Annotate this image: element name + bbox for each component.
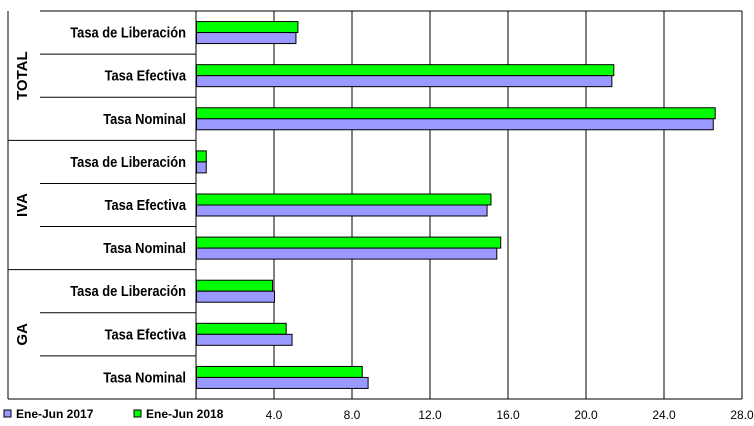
bar-2017	[196, 333, 293, 346]
bar-2018	[196, 107, 716, 120]
bar-2017	[196, 247, 498, 260]
bar-2017	[196, 290, 275, 303]
bar-2017	[196, 161, 207, 174]
category-label: Tasa de Liberación	[70, 282, 186, 299]
x-tick-label: 16.0	[496, 408, 520, 422]
x-tick-label: 8.0	[344, 408, 361, 422]
category-label: Tasa Nominal	[103, 369, 186, 386]
legend: Ene-Jun 2017 Ene-Jun 2018	[3, 407, 224, 421]
category-frame	[7, 10, 743, 400]
bar-2018	[196, 150, 207, 163]
category-label: Tasa de Liberación	[70, 24, 186, 41]
group-label: IVA	[14, 193, 31, 217]
bar-2018	[196, 279, 274, 292]
category-label: Tasa de Liberación	[70, 153, 186, 170]
bar-2017	[196, 376, 369, 389]
category-label: Tasa Efectiva	[105, 325, 187, 342]
x-tick-label: 12.0	[418, 408, 442, 422]
category-label: Tasa Nominal	[103, 110, 186, 127]
category-label: Tasa Nominal	[103, 239, 186, 256]
bar-2018	[196, 21, 299, 34]
legend-swatch	[3, 409, 12, 418]
bar-2017	[196, 32, 297, 45]
bar-2017	[196, 75, 613, 88]
bar-2017	[196, 118, 714, 131]
legend-label: Ene-Jun 2018	[146, 407, 224, 421]
group-label: TOTAL	[14, 51, 31, 100]
x-tick-label: 28.0	[730, 408, 754, 422]
bar-2018	[196, 322, 287, 335]
bar-2018	[196, 64, 615, 77]
bar-2017	[196, 204, 488, 217]
legend-swatch	[133, 409, 142, 418]
x-tick-label: 4.0	[266, 408, 283, 422]
x-axis-ticks: 4.0 8.0 12.0 16.0 20.0 24.0 28.0	[266, 408, 754, 422]
bar-2018	[196, 236, 502, 249]
bar-2018	[196, 193, 492, 206]
category-labels: Tasa de Liberación Tasa Efectiva Tasa Nomi…	[70, 24, 186, 386]
group-label: GA	[14, 323, 31, 346]
group-labels: TOTAL IVA GA	[14, 51, 31, 345]
legend-label: Ene-Jun 2017	[16, 407, 94, 421]
category-label: Tasa Efectiva	[105, 196, 187, 213]
bar-2018	[196, 365, 363, 378]
category-label: Tasa Efectiva	[105, 67, 187, 84]
x-tick-label: 24.0	[652, 408, 676, 422]
x-tick-label: 20.0	[574, 408, 598, 422]
bars	[196, 21, 716, 389]
